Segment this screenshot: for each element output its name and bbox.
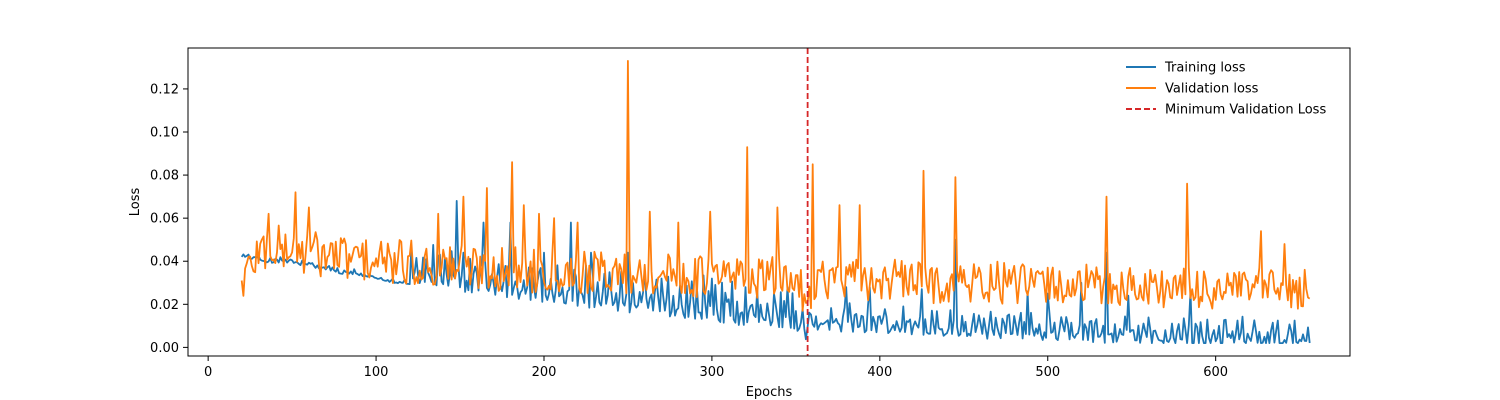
x-tick-label: 0 [204,365,212,380]
series-line-training-loss [240,200,1311,344]
series-line-validation-loss [240,60,1311,312]
x-tick-label: 200 [532,365,557,380]
axes: 0 100 200 300 400 500 600 0.00 0.02 0.04 0.06 0.08 0… [150,47,1351,380]
legend-label-min-val: Minimum Validation Loss [1165,103,1326,118]
y-tick-label: 0.00 [150,341,179,356]
x-axis-label: Epochs [746,385,793,400]
y-tick-label: 0.12 [150,82,179,97]
y-tick-label: 0.08 [150,169,179,184]
legend-label-training: Training loss [1164,61,1246,76]
y-tick-label: 0.04 [150,255,179,270]
y-tick-label: 0.02 [150,298,179,313]
plot-frame [187,47,1351,357]
x-tick-label: 600 [1203,365,1228,380]
legend-label-validation: Validation loss [1165,82,1259,97]
x-tick-label: 300 [699,365,724,380]
x-tick-label: 100 [364,365,389,380]
y-axis-label: Loss [128,188,143,217]
x-tick-label: 400 [867,365,892,380]
y-tick-label: 0.06 [150,212,179,227]
x-tick-label: 500 [1035,365,1060,380]
plot-area [240,48,1311,356]
legend: Training loss Validation loss Minimum Va… [1126,61,1326,118]
y-tick-label: 0.10 [150,126,179,141]
